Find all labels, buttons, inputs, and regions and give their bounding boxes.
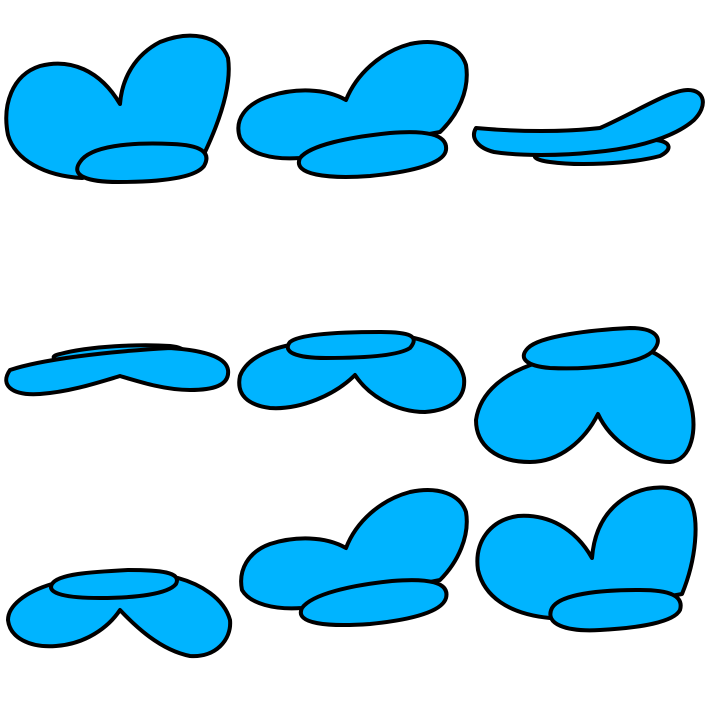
frame-9-disc [548,588,683,633]
frame-4-heart [4,346,231,397]
frame-2-heart [236,40,469,161]
frame-7-shape [6,568,233,659]
frame-4-shape [4,343,231,397]
frame-5-disc [286,330,416,360]
frame-7-disc [49,568,179,600]
frame-2-disc [296,130,449,179]
frame-1-shape [4,33,231,184]
frame-8-shape [239,488,469,628]
frame-8-disc [298,578,449,628]
frame-6-disc [521,326,660,371]
frame-3-shape [472,88,705,166]
frame-6-shape [474,326,696,464]
frame-6-heart [474,346,696,464]
frame-1-disc [75,141,209,184]
frame-2-shape [236,40,469,179]
frame-9-shape [475,485,698,633]
frame-7-heart [6,576,233,659]
frame-5-shape [237,330,467,414]
frame-3-heart [472,88,705,157]
